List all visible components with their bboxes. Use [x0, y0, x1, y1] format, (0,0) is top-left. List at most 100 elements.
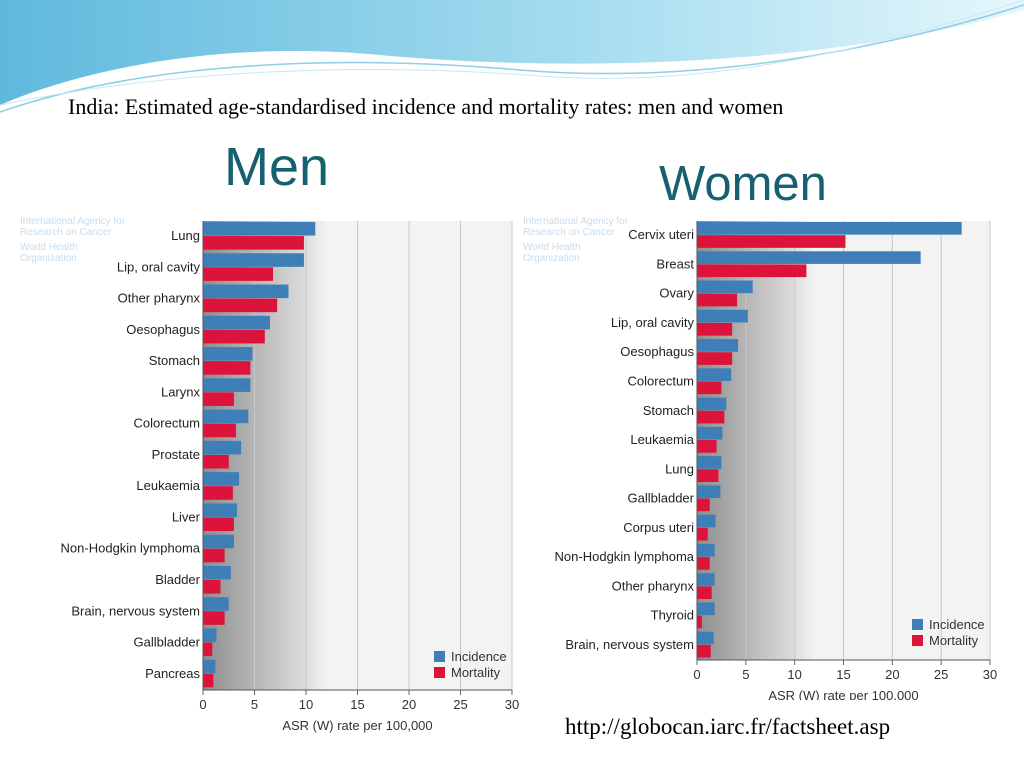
category-label: Colorectum: [134, 416, 200, 431]
bar-incidence: [203, 253, 304, 267]
slide-title: India: Estimated age-standardised incide…: [68, 94, 784, 119]
legend-label-mortality: Mortality: [929, 633, 979, 648]
bar-incidence: [697, 631, 714, 645]
bar-incidence: [203, 472, 240, 486]
bar-incidence: [697, 251, 921, 264]
bar-incidence: [203, 597, 229, 611]
bar-mortality: [697, 381, 722, 395]
category-label: Lip, oral cavity: [611, 315, 695, 330]
legend-swatch-incidence: [912, 619, 923, 630]
bar-mortality: [203, 392, 234, 406]
x-tick-label: 0: [693, 667, 700, 682]
category-label: Lung: [665, 461, 694, 476]
category-label: Brain, nervous system: [71, 603, 200, 618]
who-watermark: World Health Organization: [20, 242, 78, 264]
bar-mortality: [203, 580, 221, 594]
legend-swatch-mortality: [434, 667, 445, 678]
bar-mortality: [203, 548, 225, 563]
legend-label-incidence: Incidence: [451, 649, 507, 664]
bar-incidence: [203, 659, 216, 674]
category-label: Gallbladder: [628, 491, 695, 506]
bar-mortality: [697, 586, 712, 600]
bar-incidence: [203, 503, 237, 517]
bar-mortality: [203, 298, 278, 313]
bar-incidence: [697, 573, 715, 586]
bar-incidence: [203, 628, 217, 643]
bar-incidence: [203, 315, 270, 330]
category-label: Ovary: [659, 286, 694, 301]
men-bar-chart: 0 5 10 15 20 25 30 Lung Lip, oral cavity Other ph…: [61, 221, 519, 733]
category-label: Bladder: [155, 572, 200, 587]
x-tick-label: 10: [299, 697, 313, 712]
bar-mortality: [203, 486, 233, 500]
bar-mortality: [697, 469, 719, 482]
bar-mortality: [697, 410, 725, 424]
bar-mortality: [697, 293, 738, 307]
x-tick-label: 5: [742, 667, 749, 682]
bar-incidence: [697, 309, 748, 323]
bar-incidence: [697, 280, 753, 294]
category-label: Thyroid: [651, 608, 694, 623]
x-tick-label: 5: [251, 697, 258, 712]
bar-incidence: [697, 543, 715, 557]
bar-incidence: [697, 368, 732, 382]
bar-incidence: [203, 347, 253, 361]
bar-mortality: [203, 642, 213, 657]
bar-incidence: [697, 602, 715, 616]
bar-mortality: [697, 498, 710, 512]
bar-mortality: [697, 527, 708, 541]
bar-incidence: [697, 397, 727, 411]
who-watermark-women: World Health Organization: [523, 242, 581, 264]
bar-mortality: [203, 236, 304, 250]
bar-incidence: [203, 222, 316, 236]
bar-mortality: [203, 611, 225, 625]
bar-incidence: [697, 339, 739, 352]
x-tick-label: 20: [402, 697, 416, 712]
category-label: Colorectum: [628, 374, 694, 389]
category-label: Stomach: [149, 353, 200, 368]
bar-incidence: [697, 456, 722, 469]
bar-incidence: [203, 378, 251, 392]
x-tick-label: 30: [505, 697, 519, 712]
category-label: Corpus uteri: [623, 520, 694, 535]
x-tick-label: 25: [934, 667, 948, 682]
x-axis-label: ASR (W) rate per 100,000: [282, 718, 432, 733]
x-tick-label: 30: [983, 667, 997, 682]
bar-incidence: [203, 565, 231, 580]
category-label: Non-Hodgkin lymphoma: [555, 549, 695, 564]
bar-incidence: [203, 409, 249, 424]
legend-swatch-incidence: [434, 651, 445, 662]
category-label: Stomach: [643, 403, 694, 418]
bar-incidence: [203, 284, 289, 299]
category-label: Larynx: [161, 384, 201, 399]
category-label: Prostate: [152, 447, 200, 462]
x-tick-label: 0: [199, 697, 206, 712]
bar-incidence: [697, 485, 721, 499]
bar-mortality: [697, 440, 717, 453]
category-label: Gallbladder: [134, 635, 201, 650]
category-label: Non-Hodgkin lymphoma: [61, 541, 201, 556]
bar-mortality: [203, 361, 251, 375]
x-tick-label: 15: [350, 697, 364, 712]
men-heading: Men: [224, 137, 330, 197]
bar-mortality: [203, 673, 214, 688]
legend-swatch-mortality: [912, 635, 923, 646]
bar-mortality: [203, 329, 265, 344]
bar-mortality: [203, 267, 274, 281]
x-tick-label: 25: [453, 697, 467, 712]
bar-mortality: [203, 423, 236, 438]
bar-mortality: [203, 454, 229, 469]
category-label: Lip, oral cavity: [117, 259, 201, 274]
decorative-wave-header: [0, 0, 1024, 113]
category-label: Leukaemia: [630, 432, 694, 447]
bar-incidence: [203, 534, 234, 549]
category-label: Leukaemia: [136, 478, 200, 493]
bar-mortality: [697, 557, 710, 570]
iarc-watermark-women: International Agency for Research on Can…: [523, 216, 629, 238]
bar-mortality: [697, 644, 711, 658]
women-heading: Women: [659, 157, 827, 211]
bar-incidence: [697, 514, 716, 528]
bar-mortality: [697, 322, 733, 336]
bar-incidence: [697, 222, 962, 235]
bar-incidence: [203, 440, 242, 455]
